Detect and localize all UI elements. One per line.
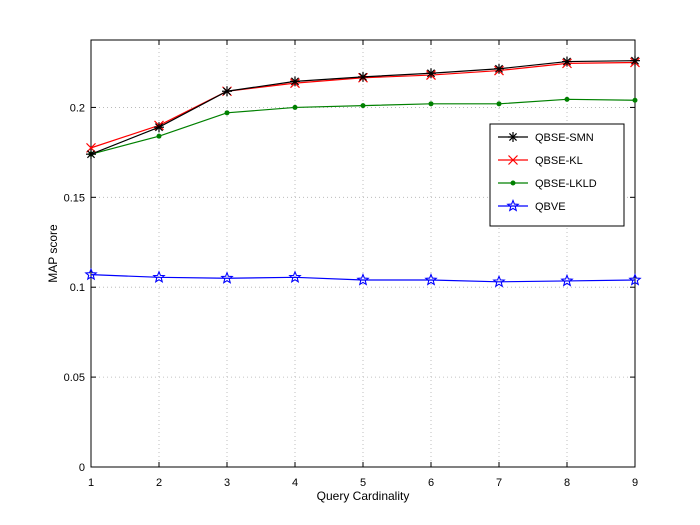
x-tick-label: 7: [496, 477, 502, 489]
legend-label: QBSE-KL: [535, 155, 583, 167]
x-tick-label: 3: [224, 477, 230, 489]
data-point-qbve: [152, 270, 166, 283]
y-tick-label: 0.2: [70, 102, 85, 114]
legend-label: QBSE-LKLD: [535, 178, 597, 190]
data-point-qbse-smn: [222, 86, 232, 97]
data-point-qbve: [220, 271, 234, 284]
x-tick-label: 4: [292, 477, 298, 489]
data-point-qbse-lkld: [156, 133, 162, 139]
legend-item-qbve: QBVE: [498, 199, 566, 213]
y-tick-label: 0.15: [64, 192, 85, 204]
x-tick-label: 8: [564, 477, 570, 489]
axis-ticks: 1 2 3 4 5 6 7 8 9 0 0.05 0.1 0.15 0.2: [64, 40, 638, 489]
data-point-qbse-smn: [562, 56, 572, 67]
data-point-qbse-lkld: [564, 96, 570, 102]
data-point-qbve: [288, 270, 302, 283]
data-point-qbse-lkld: [428, 101, 434, 107]
x-tick-label: 2: [156, 477, 162, 489]
x-tick-label: 5: [360, 477, 366, 489]
data-point-qbve: [424, 273, 438, 286]
data-point-qbse-smn: [358, 71, 368, 82]
legend-marker: [506, 199, 520, 212]
y-tick-label: 0: [79, 462, 85, 474]
legend-marker: [508, 132, 518, 142]
data-point-qbse-lkld: [632, 97, 638, 103]
x-tick-label: 1: [88, 477, 94, 489]
x-axis-label: Query Cardinality: [317, 489, 410, 503]
data-point-qbse-smn: [494, 63, 504, 74]
series-qbse-lkld: [88, 96, 638, 157]
y-axis-label: MAP score: [46, 224, 60, 283]
legend-item-qbse-kl: QBSE-KL: [498, 155, 583, 167]
legend-label: QBVE: [535, 201, 566, 213]
data-point-qbve: [84, 267, 98, 281]
legend-item-qbse-smn: QBSE-SMN: [498, 132, 594, 144]
data-point-qbse-lkld: [496, 101, 502, 107]
data-point-qbse-smn: [154, 122, 164, 133]
y-tick-label: 0.1: [70, 282, 85, 294]
data-point-qbse-smn: [630, 55, 640, 66]
legend-marker: [508, 155, 518, 165]
data-point-qbse-lkld: [224, 110, 230, 116]
data-series: [84, 55, 642, 288]
data-point-qbve: [492, 274, 506, 288]
data-point-qbse-lkld: [292, 104, 298, 110]
legend: QBSE-SMN QBSE-KL QBSE-LKLD QBVE: [489, 123, 625, 227]
data-point-qbse-smn: [86, 149, 96, 160]
data-point-qbse-smn: [426, 68, 436, 79]
legend-item-qbse-lkld: QBSE-LKLD: [498, 178, 597, 190]
y-tick-label: 0.05: [64, 372, 85, 384]
series-qbve: [84, 267, 642, 288]
series-line-qbve: [90, 274, 636, 283]
data-point-qbse-smn: [290, 76, 300, 87]
x-tick-label: 6: [428, 477, 434, 489]
x-tick-label: 9: [632, 477, 638, 489]
data-point-qbve: [628, 273, 642, 286]
data-point-qbve: [560, 273, 574, 287]
legend-marker: [510, 180, 516, 186]
legend-label: QBSE-SMN: [535, 132, 594, 144]
data-point-qbse-lkld: [360, 103, 366, 109]
series-qbse-smn: [86, 55, 640, 160]
data-point-qbve: [356, 273, 370, 286]
